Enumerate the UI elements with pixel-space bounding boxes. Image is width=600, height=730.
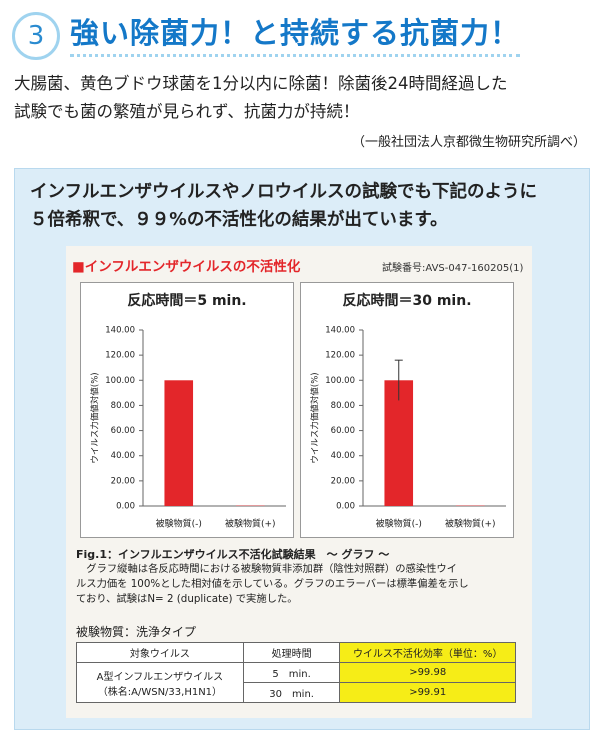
y-tick-label: 80.00 — [331, 401, 355, 411]
y-tick-label: 0.00 — [336, 502, 355, 512]
chart: 反応時間＝30 min. ウイルス力価値対値(%) 0.00 20.00 40.00 60… — [300, 282, 514, 538]
figure-line: グラフ縦軸は各反応時間における被験物質非添加群（陰性対照群）の感染性ウイ — [76, 562, 469, 577]
result-table: 対象ウイルス処理時間ウイルス不活化効率（単位：%） A型インフルエンザウイルス（… — [76, 642, 516, 703]
y-tick-label: 60.00 — [111, 426, 135, 436]
intro: 大腸菌、黄色ブドウ球菌を1分以内に除菌！除菌後24時間経過した 試験でも菌の繁殖… — [14, 70, 508, 126]
x-tick-label: 被験物質(-) — [376, 518, 422, 530]
y-tick-label: 20.00 — [331, 476, 355, 486]
chart-title: 反応時間＝30 min. — [342, 292, 471, 309]
x-tick-label: 被験物質(+) — [445, 518, 496, 530]
subject: 被験物質：洗浄タイプ — [76, 623, 196, 640]
y-tick-label: 100.00 — [325, 376, 355, 386]
figure-line: ており、試験はN= 2 (duplicate) で実施した。 — [76, 592, 469, 607]
table-cell: >99.98 — [340, 663, 516, 683]
source: （一般社団法人京都微生物研究所調べ） — [352, 131, 586, 150]
table-header: 対象ウイルス — [77, 643, 244, 663]
figure-line: ルス力価を 100%とした相対値を示している。グラフのエラーバーは標準偏差を示し — [76, 577, 469, 592]
bar — [164, 380, 193, 506]
table-cell: >99.91 — [340, 683, 516, 703]
figure-caption: Fig.1：インフルエンザウイルス不活化試験結果 ～ グラフ ～ — [76, 546, 389, 562]
y-tick-label: 120.00 — [325, 351, 355, 361]
figure-text: グラフ縦軸は各反応時間における被験物質非添加群（陰性対照群）の感染性ウイ ルス力… — [76, 562, 469, 607]
test-number: 試験番号:AVS-047-160205(1) — [382, 259, 523, 274]
section-number: 3 — [12, 12, 60, 60]
virus-strain: （株名:A/WSN/33,H1N1） — [77, 683, 243, 698]
y-tick-label: 120.00 — [105, 351, 135, 361]
y-tick-label: 80.00 — [111, 401, 135, 411]
x-tick-label: 被験物質(+) — [225, 518, 276, 530]
y-tick-label: 0.00 — [116, 502, 135, 512]
box-text: インフルエンザウイルスやノロウイルスの試験でも下記のように ５倍希釈で、９９%の… — [30, 178, 537, 234]
table-cell: 5 min. — [243, 663, 340, 683]
y-tick-label: 100.00 — [105, 376, 135, 386]
y-tick-label: 140.00 — [105, 326, 135, 336]
chart: 反応時間＝5 min. ウイルス力価値対値(%) 0.00 20.00 40.00 60.… — [80, 282, 294, 538]
y-tick-label: 60.00 — [331, 426, 355, 436]
table-header: 処理時間 — [243, 643, 340, 663]
table-header: ウイルス不活化効率（単位：%） — [340, 643, 516, 663]
box-line: ５倍希釈で、９９%の不活性化の結果が出ています。 — [30, 206, 537, 234]
y-tick-label: 40.00 — [331, 451, 355, 461]
y-axis-label: ウイルス力価値対値(%) — [90, 372, 101, 463]
box-line: インフルエンザウイルスやノロウイルスの試験でも下記のように — [30, 178, 537, 206]
virus-cell: A型インフルエンザウイルス（株名:A/WSN/33,H1N1） — [77, 663, 244, 703]
section-title: 強い除菌力！と持続する抗菌力！ — [70, 10, 520, 57]
intro-line: 大腸菌、黄色ブドウ球菌を1分以内に除菌！除菌後24時間経過した — [14, 70, 508, 98]
virus-name: A型インフルエンザウイルス — [77, 668, 243, 683]
chart-title: 反応時間＝5 min. — [127, 292, 246, 309]
y-tick-label: 40.00 — [111, 451, 135, 461]
y-axis-label: ウイルス力価値対値(%) — [310, 372, 321, 463]
intro-line: 試験でも菌の繁殖が見られず、抗菌力が持続！ — [14, 98, 508, 126]
y-tick-label: 140.00 — [325, 326, 355, 336]
x-tick-label: 被験物質(-) — [156, 518, 202, 530]
report-title: ■インフルエンザウイルスの不活性化 — [72, 255, 300, 275]
table-cell: 30 min. — [243, 683, 340, 703]
y-tick-label: 20.00 — [111, 476, 135, 486]
